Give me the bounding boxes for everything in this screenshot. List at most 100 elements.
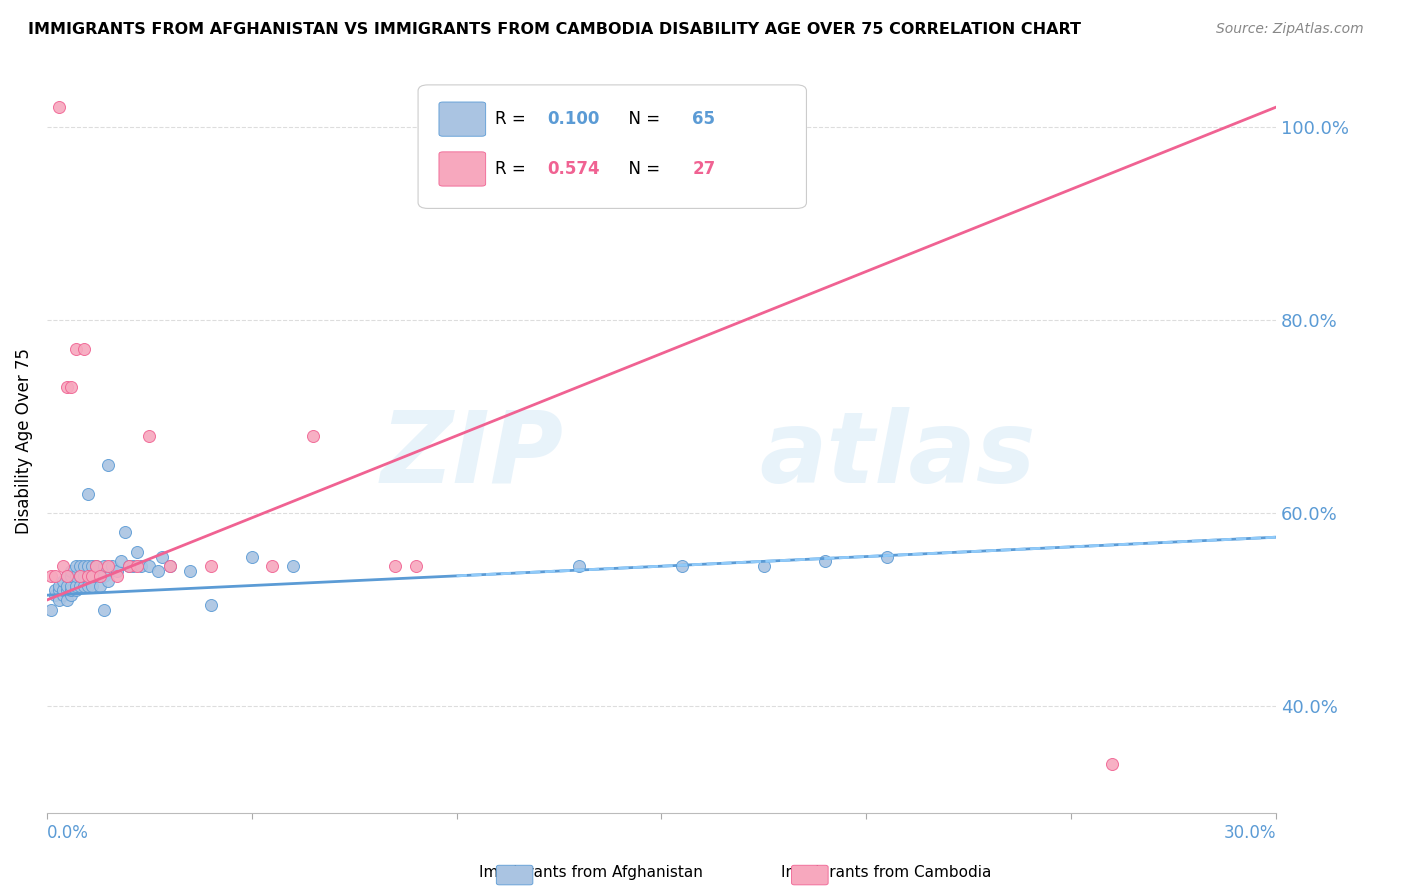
Point <box>671 559 693 574</box>
Point <box>93 569 115 583</box>
Text: 30.0%: 30.0% <box>1223 824 1277 842</box>
Text: IMMIGRANTS FROM AFGHANISTAN VS IMMIGRANTS FROM CAMBODIA DISABILITY AGE OVER 75 C: IMMIGRANTS FROM AFGHANISTAN VS IMMIGRANT… <box>28 22 1081 37</box>
Text: 27: 27 <box>692 160 716 178</box>
Point <box>56 569 79 583</box>
Point <box>84 559 107 574</box>
Point <box>44 583 66 598</box>
Point <box>80 559 103 574</box>
Point <box>56 593 79 607</box>
Point <box>568 559 591 574</box>
Point <box>89 578 111 592</box>
Point <box>44 588 66 602</box>
Point <box>200 598 222 612</box>
Point <box>69 559 91 574</box>
Point <box>110 554 132 568</box>
Point <box>60 578 83 592</box>
Point <box>73 559 96 574</box>
Point <box>84 559 107 574</box>
Text: atlas: atlas <box>759 407 1036 504</box>
Point <box>73 342 96 356</box>
Point <box>56 578 79 592</box>
Point <box>60 583 83 598</box>
Point <box>76 578 98 592</box>
Point <box>105 569 128 583</box>
Point <box>56 569 79 583</box>
Point <box>150 549 173 564</box>
Point <box>240 549 263 564</box>
Point <box>56 380 79 394</box>
Point <box>69 569 91 583</box>
Point <box>138 559 160 574</box>
Point <box>630 168 652 182</box>
Point <box>97 574 120 588</box>
Point <box>114 525 136 540</box>
Point <box>262 559 284 574</box>
Point <box>97 559 120 574</box>
Point <box>200 559 222 574</box>
Text: N =: N = <box>619 110 666 128</box>
Point <box>84 569 107 583</box>
Text: R =: R = <box>495 110 531 128</box>
Point <box>93 559 115 574</box>
Point <box>60 569 83 583</box>
Point <box>129 559 152 574</box>
Point <box>125 559 148 574</box>
Point <box>48 100 70 114</box>
Point <box>52 583 75 598</box>
Y-axis label: Disability Age Over 75: Disability Age Over 75 <box>15 348 32 533</box>
Text: Source: ZipAtlas.com: Source: ZipAtlas.com <box>1216 22 1364 37</box>
Text: 0.100: 0.100 <box>547 110 599 128</box>
Point <box>60 380 83 394</box>
Point <box>73 578 96 592</box>
Point <box>52 574 75 588</box>
Text: N =: N = <box>619 160 666 178</box>
Point <box>105 564 128 578</box>
Point <box>384 559 406 574</box>
Point <box>159 559 181 574</box>
Point <box>89 569 111 583</box>
Point <box>65 578 87 592</box>
Point <box>60 588 83 602</box>
Point <box>60 564 83 578</box>
Point <box>73 569 96 583</box>
Point <box>101 559 124 574</box>
Point <box>125 544 148 558</box>
Point <box>76 569 98 583</box>
Point <box>52 588 75 602</box>
Text: Immigrants from Cambodia: Immigrants from Cambodia <box>780 865 991 880</box>
Point <box>69 578 91 592</box>
Text: Immigrants from Afghanistan: Immigrants from Afghanistan <box>478 865 703 880</box>
Point <box>146 564 169 578</box>
Point <box>48 583 70 598</box>
Point <box>80 578 103 592</box>
Point <box>39 569 62 583</box>
Point <box>44 569 66 583</box>
Text: ZIP: ZIP <box>380 407 562 504</box>
Text: 65: 65 <box>692 110 716 128</box>
Point <box>76 486 98 500</box>
Point <box>39 602 62 616</box>
Point <box>281 559 304 574</box>
Text: R =: R = <box>495 160 531 178</box>
Point <box>405 559 427 574</box>
Point <box>876 549 898 564</box>
FancyBboxPatch shape <box>439 152 485 186</box>
Point <box>89 569 111 583</box>
Point <box>179 564 201 578</box>
Point <box>118 559 141 574</box>
Point <box>56 583 79 598</box>
Point <box>302 428 325 442</box>
Point <box>80 569 103 583</box>
Point <box>118 559 141 574</box>
Point <box>48 578 70 592</box>
Point <box>52 559 75 574</box>
Point <box>138 428 160 442</box>
Point <box>65 569 87 583</box>
Point <box>65 342 87 356</box>
Point <box>159 559 181 574</box>
Point <box>814 554 837 568</box>
Point <box>97 458 120 472</box>
Point <box>76 559 98 574</box>
FancyBboxPatch shape <box>439 102 485 136</box>
Point <box>752 559 775 574</box>
